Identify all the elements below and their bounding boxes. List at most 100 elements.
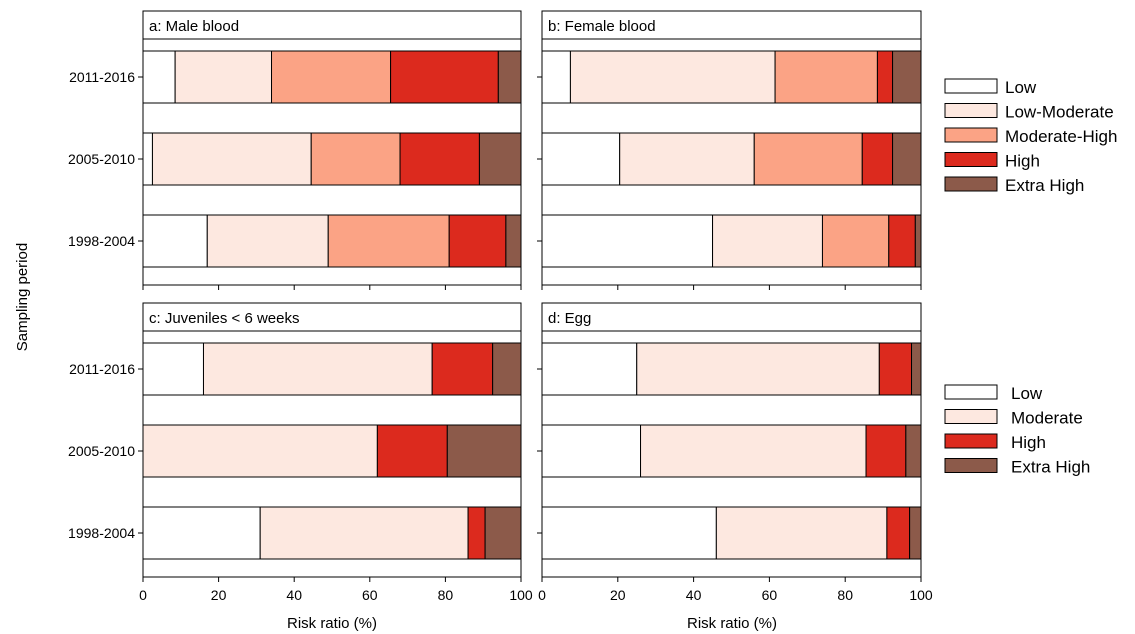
x-tick-label: 20 xyxy=(610,587,626,603)
bar-moderate-2011-2016 xyxy=(202,342,433,396)
panel-1: a: Male blood 2011-2016 2005-2010 1998-2004 xyxy=(68,10,522,290)
x-tick-label: 80 xyxy=(438,587,454,603)
bar-low-1998-2004 xyxy=(541,214,714,268)
bar-extra-high-2011-2016 xyxy=(892,50,922,104)
y-tick-label: 1998-2004 xyxy=(68,525,135,541)
bar-extra-high-2011-2016 xyxy=(911,342,922,396)
bar-extra-high-2011-2016 xyxy=(497,50,522,104)
x-tick-label: 60 xyxy=(362,587,378,603)
legend-label-extra-high: Extra High xyxy=(1011,458,1090,477)
legend-label-moderate: Moderate xyxy=(1011,409,1083,428)
bar-low-2011-2016 xyxy=(142,50,176,104)
legend-swatch-low-moderate xyxy=(944,103,998,118)
bar-moderate-2011-2016 xyxy=(636,342,880,396)
bar-low-1998-2004 xyxy=(142,214,208,268)
x-axis-title-left: Risk ratio (%) xyxy=(287,615,377,632)
legend-label-low-moderate: Low-Moderate xyxy=(1005,103,1114,122)
bar-high-2011-2016 xyxy=(390,50,499,104)
bar-low-moderate-2011-2016 xyxy=(569,50,776,104)
panel-4: d: Egg 0 20 40 60 80 100 xyxy=(537,302,933,603)
x-axis-title-right: Risk ratio (%) xyxy=(687,615,777,632)
x-tick-label: 0 xyxy=(139,587,147,603)
bar-low-2011-2016 xyxy=(142,342,204,396)
legend-swatch-low xyxy=(944,384,998,400)
y-tick-label: 2011-2016 xyxy=(69,361,135,377)
x-tick-label: 60 xyxy=(762,587,778,603)
bar-low-1998-2004 xyxy=(541,506,717,560)
x-tick-label: 0 xyxy=(538,587,546,603)
bar-low-moderate-2011-2016 xyxy=(174,50,273,104)
bar-high-2005-2010 xyxy=(865,424,907,478)
bar-low-2005-2010 xyxy=(142,132,153,186)
legend-swatch-low xyxy=(944,78,998,94)
legend-label-extra-high: Extra High xyxy=(1005,176,1084,195)
x-tick-label: 40 xyxy=(686,587,702,603)
bar-high-2005-2010 xyxy=(861,132,894,186)
bar-moderate-2005-2010 xyxy=(640,424,867,478)
legend-swatch-extra-high xyxy=(944,458,998,473)
bar-high-2005-2010 xyxy=(399,132,480,186)
legend-swatch-high xyxy=(944,433,998,449)
legend-swatch-high xyxy=(944,152,998,167)
y-tick-label: 2011-2016 xyxy=(69,69,135,85)
panels: a: Male blood 2011-2016 2005-2010 1998-2004… xyxy=(68,10,933,603)
y-tick-label: 2005-2010 xyxy=(68,443,135,459)
bar-low-2011-2016 xyxy=(541,342,638,396)
bar-moderate-high-2005-2010 xyxy=(310,132,401,186)
bar-high-2011-2016 xyxy=(431,342,494,396)
y-tick-label: 2005-2010 xyxy=(68,151,135,167)
x-tick-label: 40 xyxy=(286,587,302,603)
bar-low-2005-2010 xyxy=(541,424,642,478)
bar-extra-high-2005-2010 xyxy=(892,132,922,186)
legend-swatch-extra-high xyxy=(944,176,998,192)
bar-moderate-high-1998-2004 xyxy=(327,214,450,268)
bar-extra-high-1998-2004 xyxy=(505,214,522,268)
bar-high-2011-2016 xyxy=(876,50,894,104)
bar-extra-high-2005-2010 xyxy=(446,424,522,478)
bar-high-2005-2010 xyxy=(376,424,448,478)
legend-label-high: High xyxy=(1011,433,1046,452)
bar-moderate-high-2005-2010 xyxy=(753,132,863,186)
bar-low-2005-2010 xyxy=(541,132,621,186)
bar-high-1998-2004 xyxy=(888,214,916,268)
panel-title: b: Female blood xyxy=(548,18,656,35)
legend-1: Low Low-Moderate Moderate-High High Extra Hi… xyxy=(944,78,1117,195)
legend-label-low: Low xyxy=(1005,78,1037,97)
bar-low-moderate-1998-2004 xyxy=(712,214,823,268)
panel-title: d: Egg xyxy=(548,310,591,327)
x-tick-label: 100 xyxy=(509,587,533,603)
bar-moderate-1998-2004 xyxy=(259,506,469,560)
y-tick-label: 1998-2004 xyxy=(68,233,135,249)
bar-extra-high-2011-2016 xyxy=(492,342,522,396)
x-tick-label: 100 xyxy=(909,587,933,603)
panel-3: c: Juveniles < 6 weeks 2011-2016 2005-2010… xyxy=(68,302,533,603)
bar-low-2011-2016 xyxy=(541,50,571,104)
panel-title: a: Male blood xyxy=(149,18,239,35)
panel-title: c: Juveniles < 6 weeks xyxy=(149,310,300,327)
bar-low-moderate-2005-2010 xyxy=(619,132,755,186)
bar-high-1998-2004 xyxy=(886,506,911,560)
bar-extra-high-1998-2004 xyxy=(484,506,522,560)
bar-moderate-2005-2010 xyxy=(142,424,378,478)
legend-swatch-moderate-high xyxy=(944,127,998,143)
bar-moderate-high-2011-2016 xyxy=(271,50,392,104)
bar-high-2011-2016 xyxy=(878,342,913,396)
bar-extra-high-2005-2010 xyxy=(478,132,522,186)
legend-2: Low Moderate High Extra High xyxy=(944,384,1090,477)
legend-label-high: High xyxy=(1005,152,1040,171)
legend-swatch-moderate xyxy=(944,409,998,424)
panel-2: b: Female blood xyxy=(537,10,922,290)
bar-high-1998-2004 xyxy=(467,506,486,560)
bar-moderate-1998-2004 xyxy=(715,506,888,560)
x-tick-label: 80 xyxy=(837,587,853,603)
bar-extra-high-1998-2004 xyxy=(914,214,922,268)
y-axis-title: Sampling period xyxy=(14,243,31,351)
bar-moderate-high-2011-2016 xyxy=(774,50,878,104)
legend-label-moderate-high: Moderate-High xyxy=(1005,127,1117,146)
bar-low-1998-2004 xyxy=(142,506,261,560)
bar-extra-high-2005-2010 xyxy=(905,424,922,478)
x-tick-label: 20 xyxy=(211,587,227,603)
legend-label-low: Low xyxy=(1011,384,1043,403)
legends: Low Low-Moderate Moderate-High High Extra Hi… xyxy=(944,78,1117,477)
